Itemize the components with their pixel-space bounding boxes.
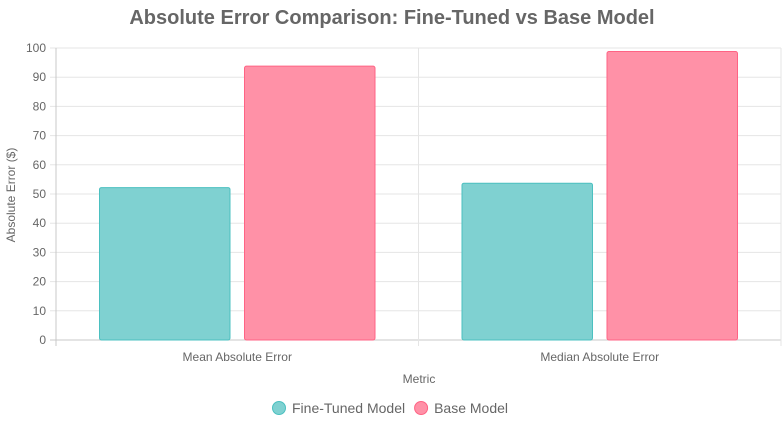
y-tick-label: 20 bbox=[33, 275, 47, 289]
bar-fine-tuned-model-mean-absolute-error[interactable] bbox=[99, 187, 231, 341]
x-tick-label: Mean Absolute Error bbox=[183, 350, 292, 364]
bars bbox=[99, 51, 738, 341]
legend-marker bbox=[272, 401, 286, 415]
y-axis-title: Absolute Error ($) bbox=[4, 148, 18, 243]
x-axis-title: Metric bbox=[403, 372, 436, 386]
legend-label[interactable]: Fine-Tuned Model bbox=[292, 400, 405, 416]
bar-base-model-mean-absolute-error[interactable] bbox=[244, 65, 376, 341]
y-tick-label: 70 bbox=[33, 129, 47, 143]
y-tick-label: 60 bbox=[33, 158, 47, 172]
y-tick-label: 30 bbox=[33, 245, 47, 259]
bar-base-model-median-absolute-error[interactable] bbox=[606, 51, 738, 341]
bar-fine-tuned-model-median-absolute-error[interactable] bbox=[461, 182, 593, 341]
y-tick-label: 0 bbox=[39, 333, 46, 347]
y-axis-ticks: 0 10 20 30 40 50 60 70 80 90 100 bbox=[26, 41, 46, 347]
y-tick-label: 100 bbox=[26, 41, 46, 55]
legend-marker bbox=[414, 401, 429, 415]
y-tick-label: 10 bbox=[33, 304, 47, 318]
legend: Fine-Tuned Model Base Model bbox=[272, 400, 508, 416]
chart-title: Absolute Error Comparison: Fine-Tuned vs… bbox=[129, 7, 654, 29]
y-tick-label: 80 bbox=[33, 99, 47, 113]
legend-label[interactable]: Base Model bbox=[434, 400, 508, 416]
y-tick-label: 90 bbox=[33, 70, 47, 84]
y-tick-label: 50 bbox=[33, 187, 47, 201]
x-tick-label: Median Absolute Error bbox=[540, 350, 659, 364]
y-tick-label: 40 bbox=[33, 216, 47, 230]
x-axis-ticks: Mean Absolute Error Median Absolute Error bbox=[183, 350, 660, 364]
